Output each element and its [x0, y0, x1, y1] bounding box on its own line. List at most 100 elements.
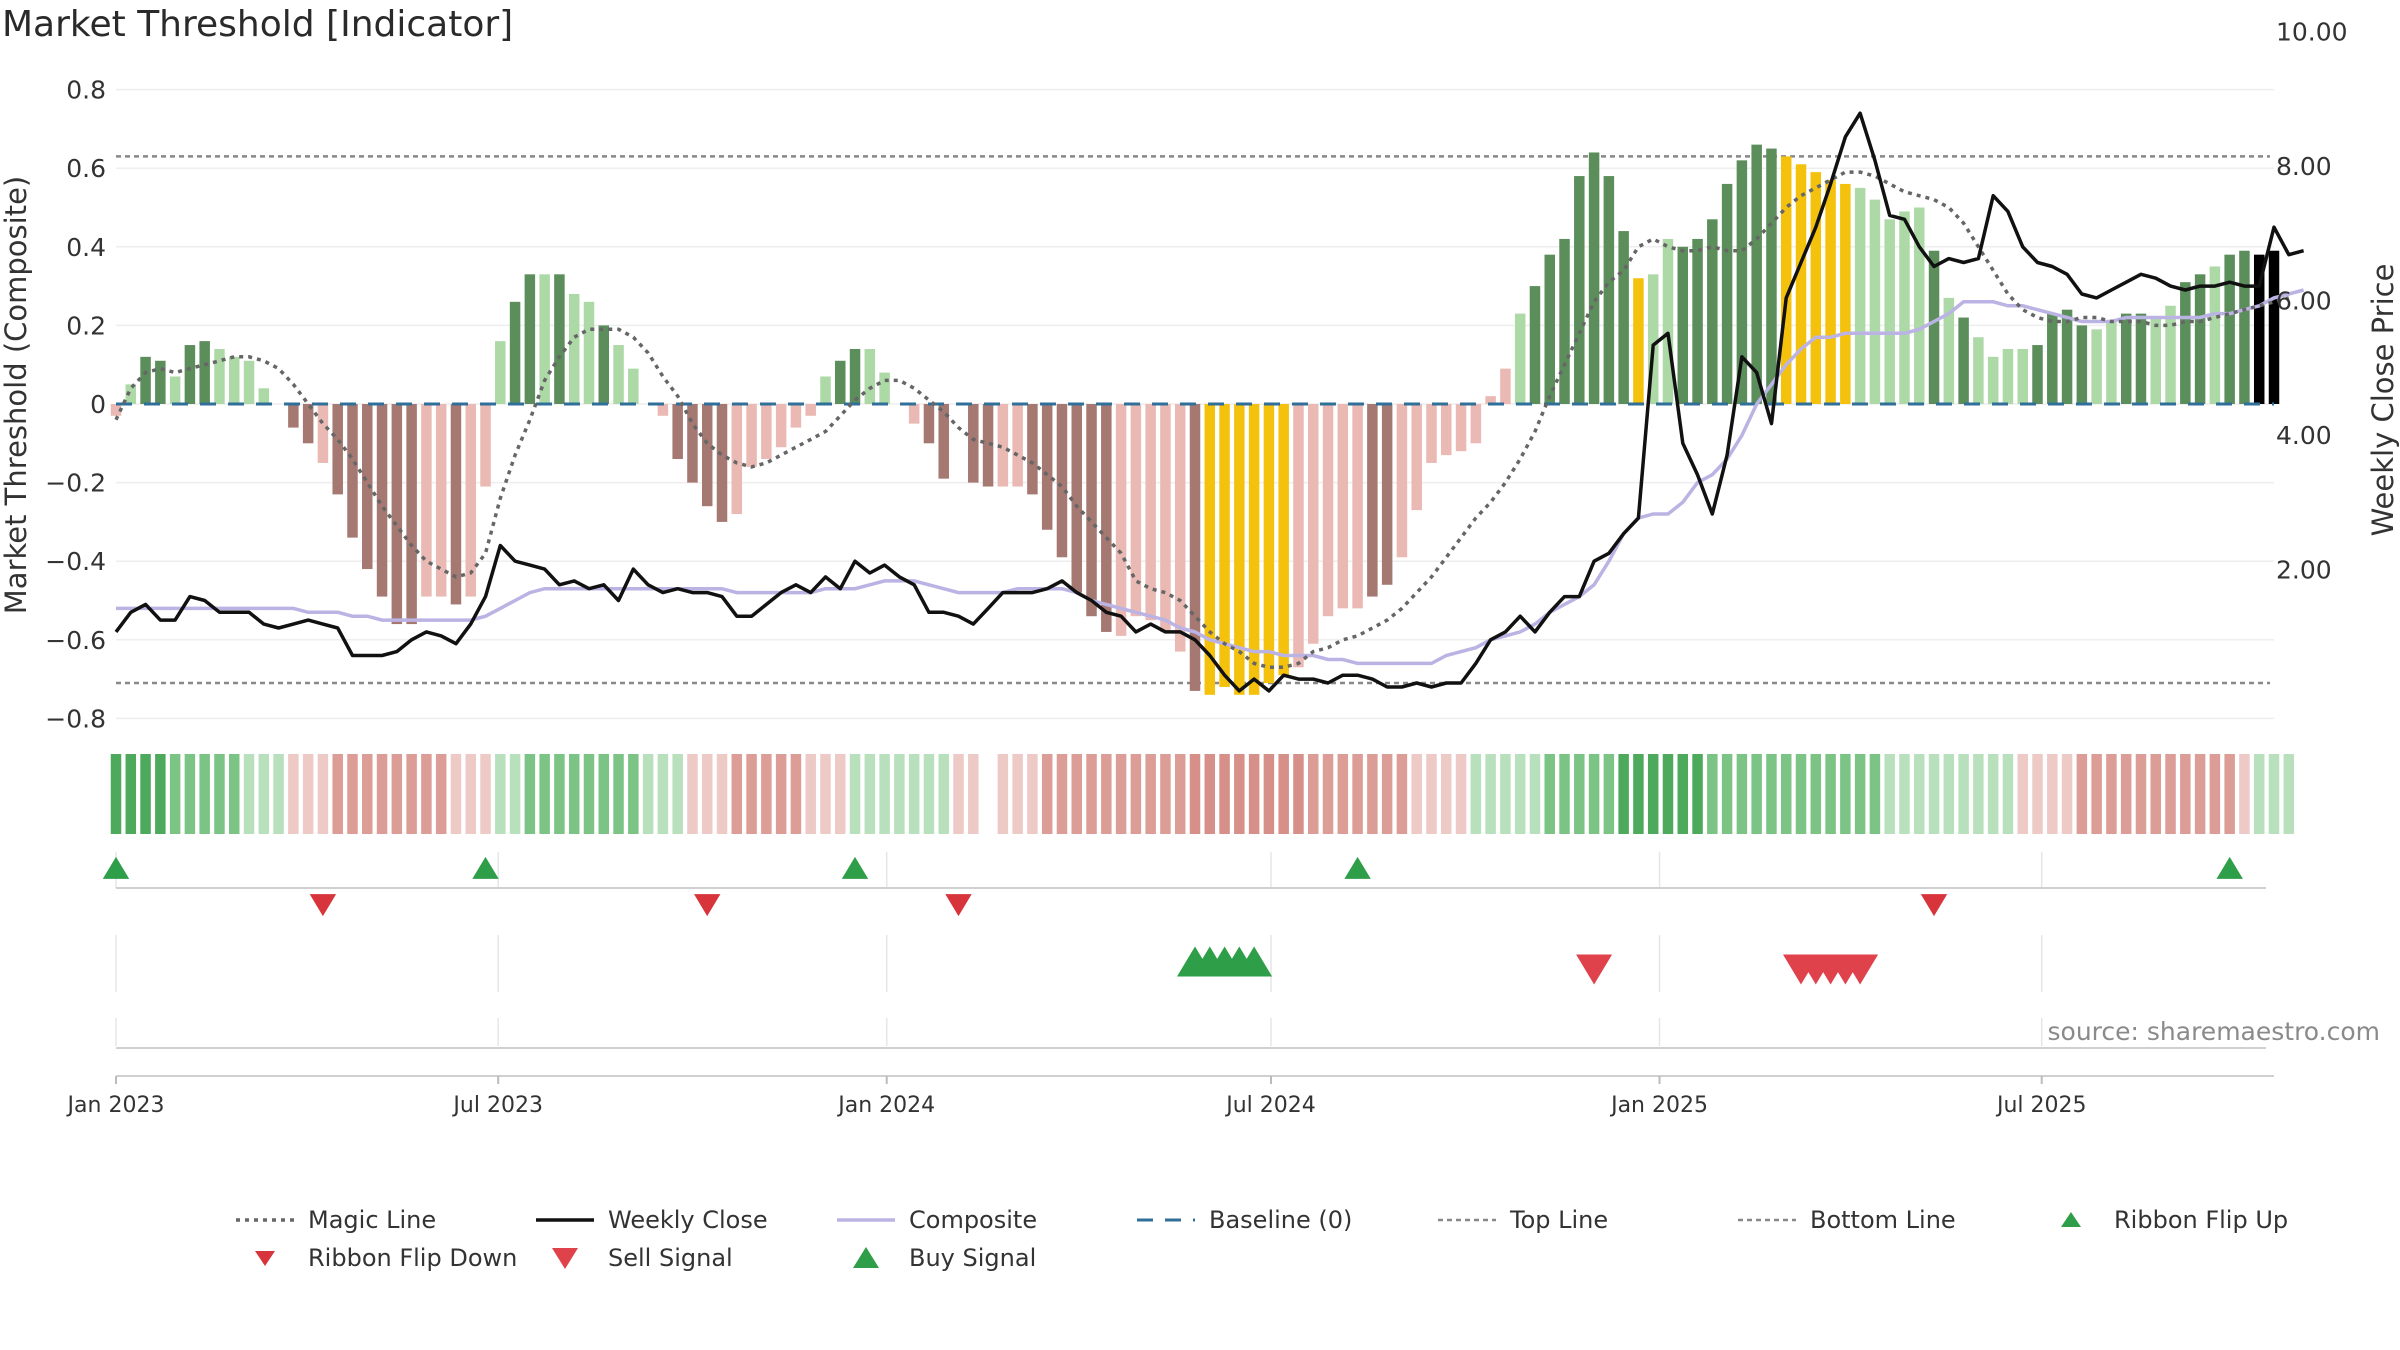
composite-bar [495, 341, 506, 404]
composite-bar [1352, 404, 1363, 609]
x-tick-label: Jan 2024 [836, 1093, 935, 1118]
ribbon-cell [376, 754, 388, 834]
ribbon-cell [480, 754, 491, 834]
composite-bar [1086, 404, 1097, 617]
ribbon-cell [155, 754, 166, 834]
ribbon-cell [1943, 754, 1955, 834]
ribbon-cell [1529, 754, 1541, 834]
ribbon-cell [1544, 754, 1555, 834]
y2-axis-label: Weekly Close Price [2366, 264, 2400, 537]
legend-item-composite: Composite [835, 1202, 1037, 1238]
y-tick-label: −0.8 [45, 704, 106, 733]
composite-bar [820, 376, 831, 404]
y-tick-label: −0.2 [45, 469, 106, 498]
composite-bar [2268, 250, 2280, 404]
ribbon-cell [1219, 754, 1230, 834]
ribbon-cell [1441, 754, 1452, 834]
ribbon-cell [568, 754, 580, 834]
composite-bar [2002, 348, 2014, 404]
composite-bar [835, 360, 846, 404]
sell-signal-marker [1842, 954, 1879, 985]
y-tick-label: 0.2 [66, 311, 106, 340]
composite-bar [539, 274, 550, 404]
composite-bar [775, 404, 787, 448]
ribbon-cell [672, 754, 683, 834]
legend-item-ribbon-flip-down: Ribbon Flip Down [234, 1240, 517, 1276]
composite-line [116, 288, 2305, 666]
ribbon-cell [1204, 754, 1216, 834]
composite-bar [229, 356, 240, 404]
ribbon-cell [1514, 754, 1526, 834]
composite-bar [450, 404, 462, 605]
composite-bar [421, 404, 432, 597]
ribbon-cell [716, 754, 728, 834]
composite-bar [997, 404, 1009, 487]
composite-bar [1795, 164, 1807, 404]
ribbon-cell [273, 754, 284, 834]
composite-bar [1869, 199, 1881, 404]
composite-bar [1293, 404, 1304, 668]
x-tick-label: Jan 2023 [66, 1093, 165, 1118]
ribbon-cell [2224, 754, 2235, 834]
ribbon-flip-up-marker [472, 856, 499, 879]
ribbon-cell [687, 754, 698, 834]
composite-bar [184, 345, 196, 404]
ribbon-cell [1973, 754, 1984, 834]
ribbon-cell [2091, 754, 2102, 834]
composite-bar [1381, 404, 1393, 585]
composite-bar [1189, 404, 1201, 691]
composite-bar [1544, 254, 1555, 404]
ribbon-cell [554, 754, 565, 834]
y2-tick-label: 6.00 [2276, 287, 2332, 316]
ribbon-cell [1795, 754, 1807, 834]
composite-bar [613, 345, 624, 404]
composite-bar [908, 404, 920, 424]
ribbon-flip-down-marker [945, 894, 972, 917]
composite-bar [1810, 172, 1822, 404]
composite-bar [1884, 219, 1895, 404]
composite-bar [125, 384, 137, 404]
ribbon-cell [1396, 754, 1408, 834]
ribbon-cell [879, 754, 890, 834]
y2-tick-label: 8.00 [2276, 152, 2332, 181]
composite-bar [391, 404, 403, 625]
composite-bar [1426, 404, 1437, 463]
ribbon-cell [421, 754, 432, 834]
composite-bar [1736, 160, 1748, 404]
composite-bar [199, 341, 210, 404]
y-tick-label: −0.6 [45, 626, 106, 655]
legend-swatch-bottom-line [1738, 1218, 1796, 1222]
legend-swatch-sell-signal [552, 1248, 578, 1269]
ribbon-flip-up-marker [1344, 856, 1371, 879]
ribbon-cell [1308, 754, 1319, 834]
composite-bar [1618, 231, 1629, 404]
ribbon-cell [1751, 754, 1762, 834]
ribbon-cell [908, 754, 920, 834]
composite-bar [879, 372, 890, 404]
composite-bar [790, 404, 802, 428]
ribbon-cell [1174, 754, 1186, 834]
composite-bar [2106, 321, 2117, 404]
legend-label-baseline: Baseline (0) [1209, 1206, 1353, 1234]
composite-bar [1234, 404, 1245, 695]
legend-swatch-weekly-close [536, 1218, 594, 1222]
ribbon-cell [746, 754, 757, 834]
composite-bar [243, 360, 255, 404]
ribbon-cell [1633, 754, 1644, 834]
composite-bar [376, 404, 388, 597]
composite-bar [155, 360, 166, 404]
ribbon-cell [583, 754, 595, 834]
composite-bar [1027, 404, 1038, 495]
composite-bar [110, 404, 122, 416]
sell-signal-marker [1576, 954, 1613, 985]
composite-bar [701, 404, 713, 507]
composite-bar [2165, 305, 2176, 404]
composite-bar [362, 404, 373, 570]
x-tick-label: Jan 2025 [1609, 1093, 1708, 1118]
legend-swatch-buy-signal [853, 1247, 879, 1268]
ribbon-cell [1263, 754, 1275, 834]
composite-bar [1367, 404, 1378, 597]
ribbon-cell [1574, 754, 1585, 834]
chart-title: Market Threshold [Indicator] [2, 4, 514, 45]
legend-swatch-top-line [1438, 1218, 1496, 1222]
